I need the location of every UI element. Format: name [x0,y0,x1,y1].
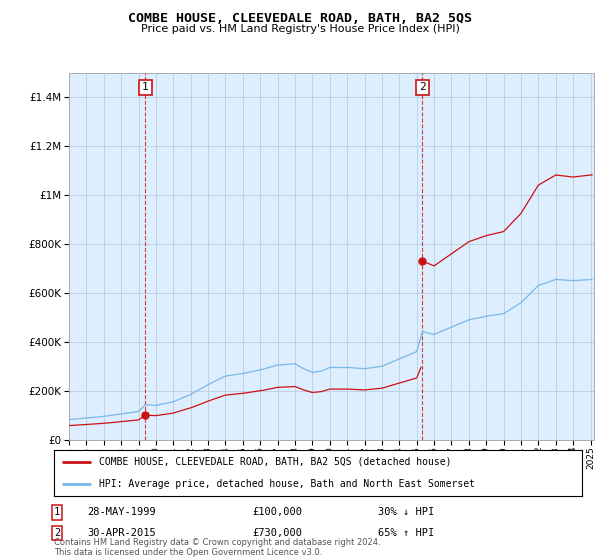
Text: 65% ↑ HPI: 65% ↑ HPI [378,528,434,538]
Text: COMBE HOUSE, CLEEVEDALE ROAD, BATH, BA2 5QS (detached house): COMBE HOUSE, CLEEVEDALE ROAD, BATH, BA2 … [99,456,451,466]
Text: 2: 2 [54,528,60,538]
Text: 30-APR-2015: 30-APR-2015 [87,528,156,538]
Text: 1: 1 [54,507,60,517]
Text: 2: 2 [419,82,426,92]
Text: Price paid vs. HM Land Registry's House Price Index (HPI): Price paid vs. HM Land Registry's House … [140,24,460,34]
Text: 30% ↓ HPI: 30% ↓ HPI [378,507,434,517]
Text: COMBE HOUSE, CLEEVEDALE ROAD, BATH, BA2 5QS: COMBE HOUSE, CLEEVEDALE ROAD, BATH, BA2 … [128,12,472,25]
Text: HPI: Average price, detached house, Bath and North East Somerset: HPI: Average price, detached house, Bath… [99,479,475,489]
Text: £100,000: £100,000 [252,507,302,517]
Text: 28-MAY-1999: 28-MAY-1999 [87,507,156,517]
Text: 1: 1 [142,82,149,92]
Text: £730,000: £730,000 [252,528,302,538]
Text: Contains HM Land Registry data © Crown copyright and database right 2024.
This d: Contains HM Land Registry data © Crown c… [54,538,380,557]
